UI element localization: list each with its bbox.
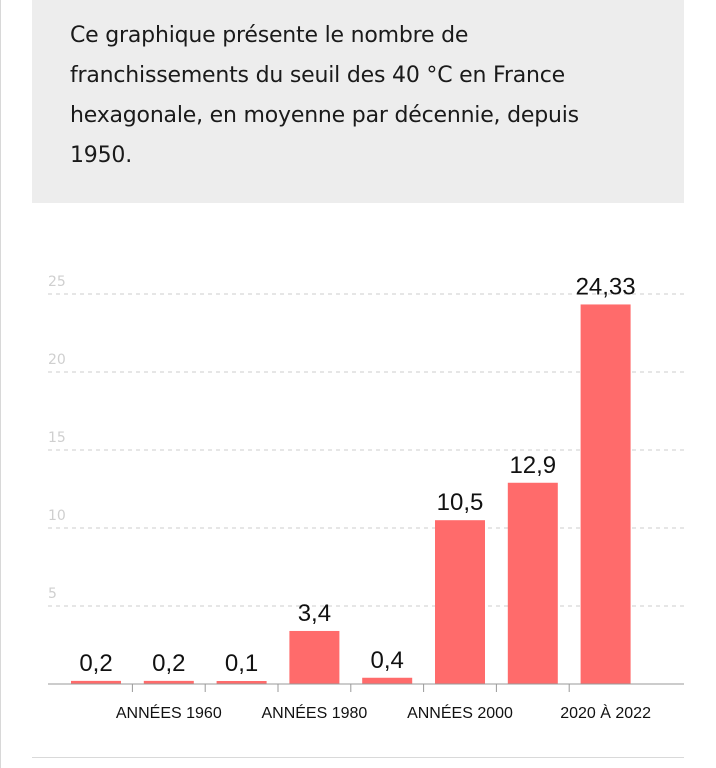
data-label-2: 0,1	[225, 650, 258, 677]
data-label-4: 0,4	[371, 647, 404, 674]
y-tick-label-15: 15	[48, 430, 66, 446]
bar-chart: 5 10 15 20 25 0,2 0,2 0,1 3,4 0,4 10,5 12,9 24,33 ANN…	[48, 273, 684, 722]
bar-3	[289, 630, 340, 684]
x-category-label-1: ANNÉES 1960	[116, 703, 222, 722]
left-border	[0, 0, 1, 768]
y-tick-label-20: 20	[48, 352, 66, 368]
intro-text: Ce graphique présente le nombre de franc…	[70, 23, 579, 168]
bar-4	[362, 677, 413, 684]
data-label-1: 0,2	[152, 650, 185, 677]
data-label-0: 0,2	[79, 650, 112, 677]
intro-box: Ce graphique présente le nombre de franc…	[32, 0, 684, 203]
bar-7	[580, 304, 631, 684]
y-tick-label-5: 5	[48, 586, 57, 602]
y-tick-label-25: 25	[48, 274, 66, 290]
data-label-7: 24,33	[576, 273, 636, 300]
data-label-6: 12,9	[509, 452, 556, 479]
x-category-label-3: ANNÉES 1980	[261, 703, 367, 722]
bar-5	[435, 520, 485, 684]
bar-0	[71, 680, 121, 684]
bar-1	[143, 680, 194, 684]
x-category-label-7: 2020 À 2022	[560, 703, 651, 722]
x-category-label-5: ANNÉES 2000	[407, 703, 513, 722]
bottom-divider	[32, 757, 684, 758]
bar-2	[216, 681, 267, 684]
data-label-5: 10,5	[437, 489, 484, 516]
bar-6	[507, 482, 558, 684]
y-tick-label-10: 10	[48, 508, 66, 524]
data-label-3: 3,4	[298, 600, 331, 627]
